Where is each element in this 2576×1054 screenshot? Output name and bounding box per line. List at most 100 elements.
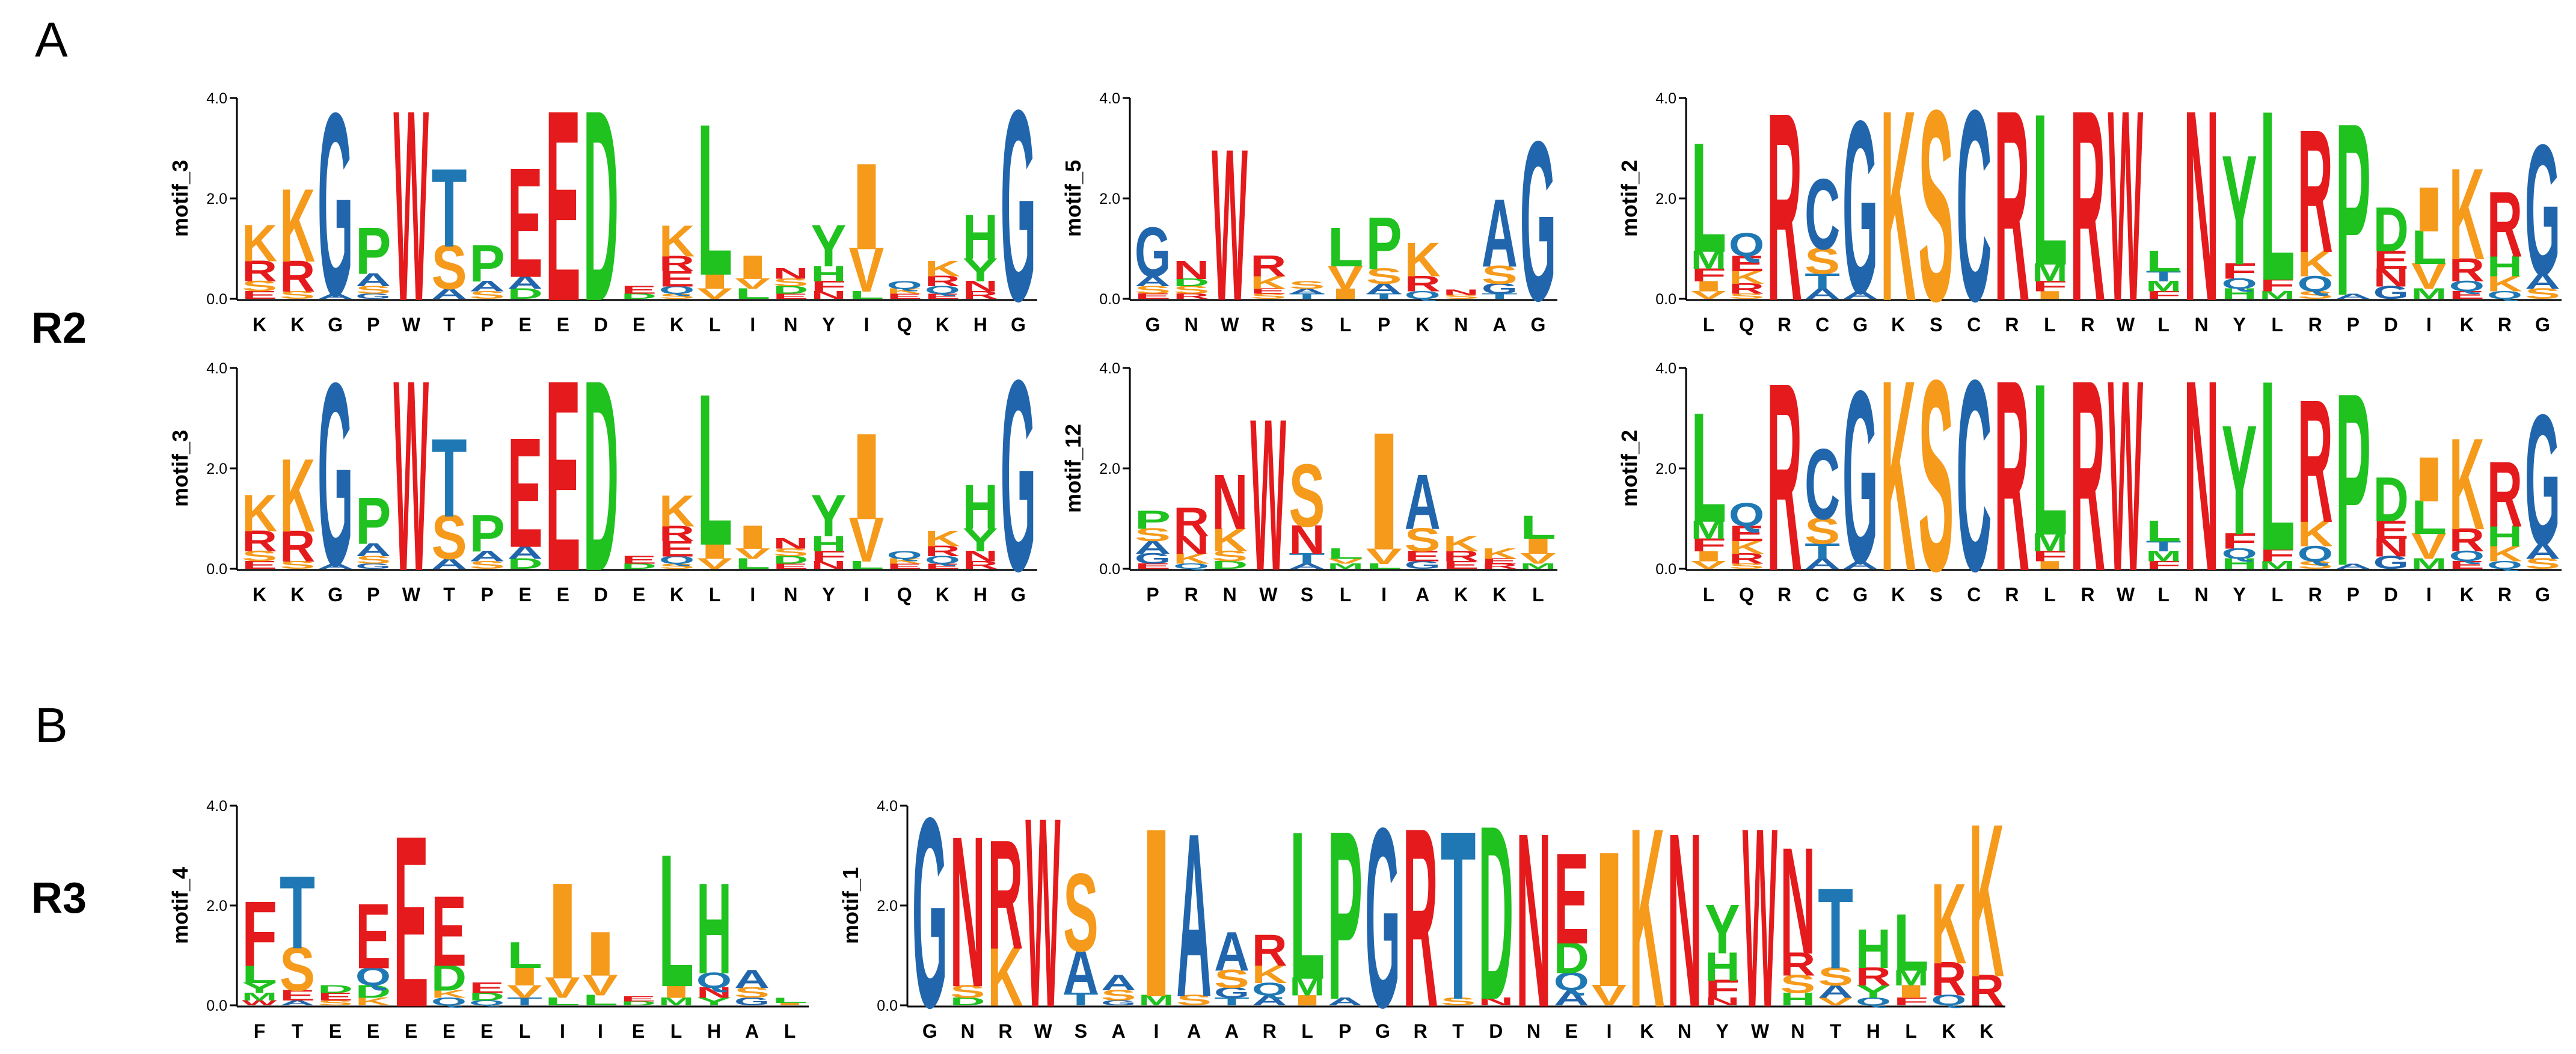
logo-letter: K xyxy=(1931,860,1966,988)
logo-letter: W xyxy=(393,53,429,358)
logo-letter: S xyxy=(2525,556,2560,572)
x-tick-label: R xyxy=(1263,1020,1277,1042)
x-tick-label: F xyxy=(254,1020,266,1042)
logo-letter: V xyxy=(735,545,770,562)
logo-letter: T xyxy=(1805,269,1840,294)
x-tick-label: I xyxy=(864,584,869,605)
logo-letter: S xyxy=(355,284,391,296)
logo-letter: K xyxy=(1969,778,2004,1023)
x-tick-label: W xyxy=(1034,1020,1053,1042)
logo-letter: M xyxy=(1894,965,1929,990)
logo-letter: A xyxy=(508,542,543,563)
x-tick-label: D xyxy=(2384,584,2398,605)
x-tick-label: L xyxy=(2157,584,2170,605)
logo-letter: G xyxy=(355,292,391,301)
logo-letter: Y xyxy=(696,995,732,1008)
logo-letter: L xyxy=(2260,61,2295,332)
x-tick-label: G xyxy=(1011,584,1026,605)
x-tick-label: K xyxy=(1415,314,1429,336)
logo-letter: V xyxy=(697,285,732,302)
logo-letter: Q xyxy=(659,284,695,296)
logo-letter: D xyxy=(508,285,543,302)
logo-letter: S xyxy=(773,276,808,289)
logo-letter: I xyxy=(697,269,732,294)
logo-letter: T xyxy=(431,416,467,541)
logo-letter: Q xyxy=(1729,497,1764,534)
logo-letter: A xyxy=(508,272,543,293)
x-tick-label: G xyxy=(1375,1020,1390,1042)
logo-letter: K xyxy=(1880,324,1916,629)
x-tick-label: L xyxy=(519,1020,531,1042)
logo-letter: V xyxy=(1327,557,1363,565)
logo-letter: P xyxy=(1327,780,1363,1050)
y-axis-label: motif_12 xyxy=(1061,424,1085,513)
logo-letter: E xyxy=(508,136,543,311)
logo-letter: L xyxy=(242,960,277,989)
logo-letter: L xyxy=(2032,339,2067,581)
logo-letter: D xyxy=(773,284,808,296)
logo-letter: S xyxy=(1135,525,1171,546)
logo-letter: Q xyxy=(1252,979,1287,999)
x-tick-label: I xyxy=(1153,1020,1159,1042)
logo-letter: W xyxy=(2108,323,2143,628)
logo-letter: P xyxy=(470,234,505,293)
logo-letter: E xyxy=(2449,559,2485,571)
x-tick-label: H xyxy=(707,1020,721,1042)
logo-letter: F xyxy=(2032,548,2067,565)
logo-letter: Q xyxy=(431,995,467,1008)
logo-letter: I xyxy=(1592,811,1627,1027)
logo-letter: I xyxy=(849,408,885,546)
logo-letter: P xyxy=(2335,341,2371,617)
logo-letter: K xyxy=(280,437,315,554)
logo-letter: S xyxy=(242,548,277,565)
logo-letter: S xyxy=(659,292,695,301)
logo-letter: S xyxy=(1289,446,1325,546)
logo-letter: Q xyxy=(887,549,922,562)
x-tick-label: N xyxy=(1454,314,1468,336)
logo-letter: E xyxy=(242,289,277,301)
x-tick-label: I xyxy=(1381,584,1387,605)
logo-letter: A xyxy=(1327,995,1363,1008)
logo-letter: I xyxy=(1520,533,1556,559)
logo-letter: A xyxy=(470,548,505,565)
logo-letter: R xyxy=(280,251,315,301)
y-tick-label: 4.0 xyxy=(1099,360,1120,377)
logo-letter: S xyxy=(1918,54,1954,358)
logo-letter: A xyxy=(1842,559,1878,571)
logo-letter: R xyxy=(1403,775,1438,1054)
x-tick-label: G xyxy=(2535,314,2550,336)
logo-letter: G xyxy=(2373,553,2409,573)
logo-letter: A xyxy=(2525,269,2560,294)
logo-letter: M xyxy=(1691,516,1726,545)
x-tick-label: P xyxy=(1146,584,1159,605)
logo-letter: S xyxy=(1366,264,1402,289)
logo-letter: N xyxy=(1478,995,1513,1008)
logo-letter: E xyxy=(2449,289,2485,301)
logo-letter: S xyxy=(470,559,505,571)
x-tick-label: R xyxy=(2081,584,2094,605)
logo-letter: C xyxy=(1805,428,1840,541)
logo-letter: L xyxy=(1520,509,1556,546)
x-tick-label: L xyxy=(1703,314,1715,336)
logo-letter: E xyxy=(659,536,695,562)
logo-letter: M xyxy=(2411,286,2447,302)
logo-letter: H xyxy=(2222,555,2257,572)
logo-letter: M xyxy=(2032,258,2067,287)
logo-letter: A xyxy=(1289,287,1325,295)
logo-letter: L xyxy=(2260,331,2295,602)
logo-letter: L xyxy=(545,995,580,1008)
logo-letter: H xyxy=(1856,918,1891,980)
y-tick-label: 0.0 xyxy=(206,561,227,578)
x-tick-label: R xyxy=(1414,1020,1428,1042)
logo-letter: T xyxy=(2146,538,2182,554)
logo-letter: F xyxy=(2146,559,2182,571)
logo-letter: K xyxy=(2487,271,2522,296)
logo-letter: L xyxy=(697,348,732,590)
x-tick-label: R xyxy=(1777,314,1791,336)
logo-letter: A xyxy=(1101,970,1136,995)
logo-letter: G xyxy=(2373,283,2409,303)
